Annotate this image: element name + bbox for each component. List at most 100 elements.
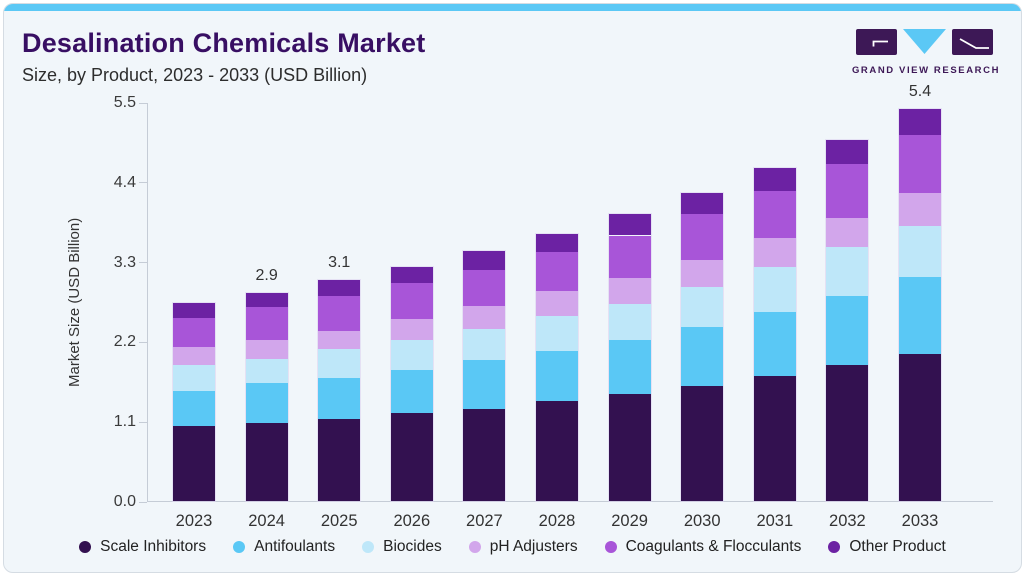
bar-segment — [681, 385, 724, 501]
bar-segment — [608, 394, 651, 501]
bar-segment — [681, 213, 724, 261]
bar-segment — [390, 283, 433, 319]
x-axis-label: 2025 — [320, 512, 358, 530]
bar-segment — [463, 360, 506, 409]
bar-segment — [681, 192, 724, 214]
bar-segment — [463, 269, 506, 306]
bar-segment — [245, 339, 288, 359]
bar-total-label: 5.4 — [908, 83, 932, 101]
bar-total-label: 3.1 — [328, 254, 351, 272]
bar-2029 — [608, 214, 651, 501]
legend-dot-icon — [362, 541, 375, 553]
page-title: Desalination Chemicals Market — [22, 28, 426, 58]
bar-segment — [681, 287, 724, 327]
gvr-logo-text: GRAND VIEW RESEARCH — [851, 65, 1001, 76]
legend-item: Other Product — [828, 538, 946, 556]
bar-segment — [318, 377, 361, 420]
y-tick-label: 1.1 — [113, 413, 136, 431]
gvr-logo: GRAND VIEW RESEARCH — [851, 28, 1001, 76]
bar-segment — [173, 318, 215, 348]
x-axis-label: 2031 — [756, 512, 794, 530]
bar-segment — [536, 252, 578, 292]
bar-segment — [245, 383, 288, 423]
bar-segment — [245, 358, 288, 384]
y-tick-label: 4.4 — [113, 173, 136, 191]
plot-area: 0.0 1.1 2.2 3.3 4.4 5.5 2023 2.9 2024 3.1 2025 2026… — [114, 83, 993, 530]
bar-2033 — [899, 109, 941, 501]
legend: Scale Inhibitors Antifoulants Biocides pH A… — [4, 538, 1021, 556]
bar-segment — [390, 413, 433, 501]
bar-segment — [899, 226, 941, 277]
y-tick-mark — [139, 102, 147, 104]
bar-segment — [608, 214, 651, 236]
page-subtitle: Size, by Product, 2023 - 2033 (USD Billi… — [22, 65, 368, 85]
x-axis-label: 2033 — [901, 512, 939, 530]
x-axis-label: 2032 — [829, 512, 866, 530]
bar-segment — [753, 312, 796, 377]
bar-segment — [173, 364, 215, 392]
bar-2025 — [318, 280, 361, 501]
bar-2032 — [826, 139, 869, 501]
bar-segment — [899, 193, 941, 227]
legend-label: Coagulants & Flocculants — [625, 538, 802, 555]
bar-segment — [608, 339, 651, 395]
y-tick-mark — [139, 421, 147, 423]
y-axis-title: Market Size (USD Billion) — [66, 217, 83, 388]
y-tick-label: 3.3 — [113, 253, 136, 271]
bar-segment — [753, 190, 796, 239]
bar-segment — [390, 318, 433, 340]
bar-segment — [390, 339, 433, 371]
legend-label: Biocides — [383, 538, 442, 555]
bar-segment — [899, 354, 941, 501]
bar-segment — [608, 277, 651, 304]
bar-segment — [463, 250, 506, 270]
legend-dot-icon — [468, 541, 481, 553]
legend-label: Scale Inhibitors — [100, 538, 207, 555]
bar-segment — [536, 316, 578, 351]
bar-segment — [899, 109, 941, 135]
y-tick-label: 0.0 — [113, 493, 136, 510]
legend-item: Biocides — [362, 538, 442, 556]
bar-segment — [753, 376, 796, 501]
bar-segment — [753, 238, 796, 268]
bar-segment — [390, 370, 433, 414]
x-axis-label: 2029 — [611, 512, 648, 530]
bar-segment — [826, 247, 869, 296]
bar-segment — [536, 350, 578, 401]
y-tick-label: 2.2 — [113, 333, 136, 351]
bar-segment — [753, 168, 796, 191]
bar-segment — [463, 408, 506, 501]
bar-2023 — [173, 302, 215, 501]
x-axis-label: 2027 — [466, 512, 503, 530]
legend-dot-icon — [233, 541, 246, 553]
bar-2028 — [536, 234, 578, 501]
y-tick-mark — [139, 341, 147, 343]
bar-2027 — [463, 250, 506, 501]
bar-segment — [899, 276, 941, 355]
x-axis-label: 2024 — [248, 512, 285, 530]
bar-segment — [173, 391, 215, 426]
bar-segment — [173, 302, 215, 319]
bar-2024 — [245, 292, 288, 501]
bar-total-label: 2.9 — [255, 266, 278, 284]
bar-segment — [536, 400, 578, 501]
bar-2030 — [681, 192, 724, 501]
bar-segment — [173, 425, 215, 501]
legend-dot-icon — [604, 541, 617, 553]
bar-segment — [390, 266, 433, 284]
legend-dot-icon — [828, 541, 841, 553]
bar-segment — [536, 234, 578, 253]
bar-segment — [681, 260, 724, 287]
legend-item: Coagulants & Flocculants — [604, 538, 802, 556]
bar-2026 — [390, 266, 433, 501]
bar-segment — [245, 292, 288, 307]
gvr-logo-icon — [856, 29, 993, 55]
x-axis-label: 2023 — [175, 512, 213, 530]
bar-segment — [245, 306, 288, 340]
bar-segment — [826, 365, 869, 501]
bar-segment — [318, 280, 361, 296]
y-tick-label: 5.5 — [113, 94, 136, 111]
legend-label: Antifoulants — [254, 538, 336, 555]
chart-card: Desalination Chemicals Market Size, by P… — [3, 3, 1022, 573]
x-axis-label: 2028 — [538, 512, 576, 530]
